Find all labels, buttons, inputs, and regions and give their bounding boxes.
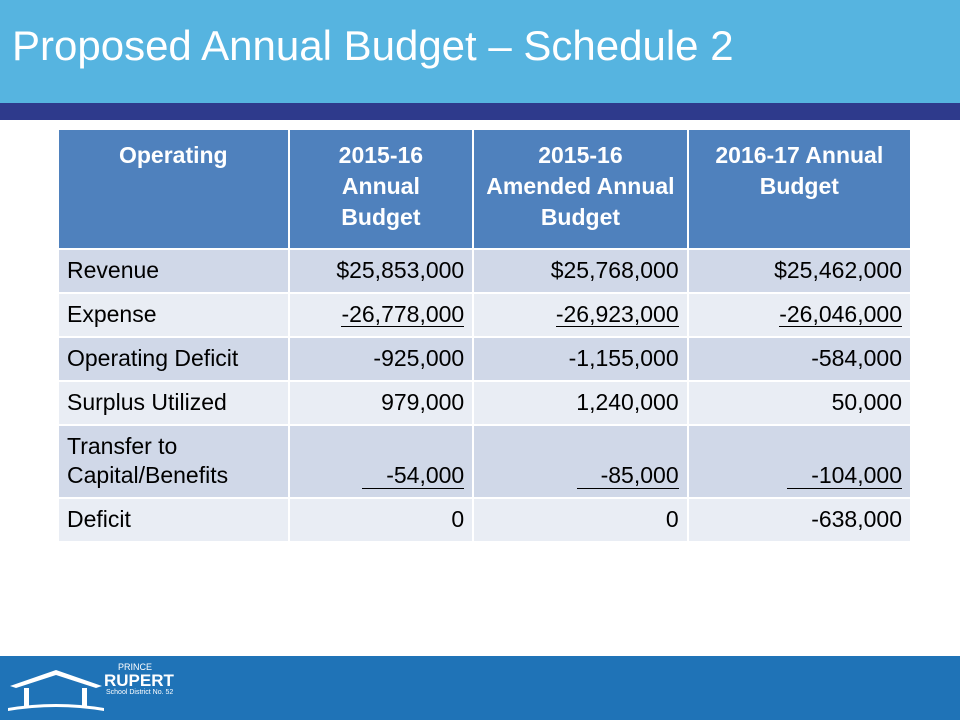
table-row: Surplus Utilized 979,000 1,240,000 50,000 xyxy=(57,379,913,426)
header-stripe xyxy=(0,103,960,120)
footer-band xyxy=(0,656,960,720)
cell: -638,000 xyxy=(686,497,913,544)
slide-title: Proposed Annual Budget – Schedule 2 xyxy=(12,22,734,69)
cell-value: -26,923,000 xyxy=(555,300,679,328)
header-band xyxy=(0,0,960,103)
cell: 979,000 xyxy=(287,379,475,426)
logo-text: School District No. 52 xyxy=(106,689,174,696)
cell-value: -26,778,000 xyxy=(341,300,465,328)
cell: 0 xyxy=(472,497,689,544)
cell: 1,240,000 xyxy=(472,379,689,426)
column-header: 2015-16 Annual Budget xyxy=(287,128,475,250)
logo-mark xyxy=(8,670,104,711)
cell: 0 xyxy=(287,497,475,544)
cell: -104,000 xyxy=(686,423,913,500)
cell: $25,462,000 xyxy=(686,248,913,294)
cell: $25,768,000 xyxy=(472,248,689,294)
cell-value: -85,000 xyxy=(576,463,679,489)
budget-table: Operating 2015-16 Annual Budget 2015-16 Am… xyxy=(57,128,913,544)
table-row: Expense -26,778,000 -26,923,000 -26,046,000 xyxy=(57,291,913,338)
cell-value: -26,046,000 xyxy=(779,300,902,328)
cell: $25,853,000 xyxy=(287,248,475,294)
column-header: 2015-16 Amended Annual Budget xyxy=(472,128,689,250)
row-label: Deficit xyxy=(57,497,290,544)
cell: -1,155,000 xyxy=(472,335,689,382)
cell: -26,923,000 xyxy=(472,291,689,338)
column-header: 2016-17 Annual Budget xyxy=(686,128,913,250)
cell-value: -104,000 xyxy=(787,463,902,489)
cell: -54,000 xyxy=(287,423,475,500)
cell: -925,000 xyxy=(287,335,475,382)
row-label: Revenue xyxy=(57,248,290,294)
cell: -85,000 xyxy=(472,423,689,500)
logo-text: RUPERT xyxy=(104,671,174,690)
table-row: Transfer to Capital/Benefits -54,000 -85,0… xyxy=(57,423,913,500)
row-label: Surplus Utilized xyxy=(57,379,290,426)
row-label: Transfer to Capital/Benefits xyxy=(57,423,290,500)
table-row: Revenue $25,853,000 $25,768,000 $25,462,000 xyxy=(57,248,913,294)
logo-text: PRINCE xyxy=(118,662,153,672)
cell: -26,046,000 xyxy=(686,291,913,338)
cell-value: -54,000 xyxy=(362,463,465,489)
cell: -584,000 xyxy=(686,335,913,382)
row-label: Expense xyxy=(57,291,290,338)
header-row: Operating 2015-16 Annual Budget 2015-16 Am… xyxy=(57,128,913,250)
column-header: Operating xyxy=(57,128,290,250)
row-label: Operating Deficit xyxy=(57,335,290,382)
cell: -26,778,000 xyxy=(287,291,475,338)
cell: 50,000 xyxy=(686,379,913,426)
table-row: Operating Deficit -925,000 -1,155,000 -584,… xyxy=(57,335,913,382)
table-row: Deficit 0 0 -638,000 xyxy=(57,497,913,544)
